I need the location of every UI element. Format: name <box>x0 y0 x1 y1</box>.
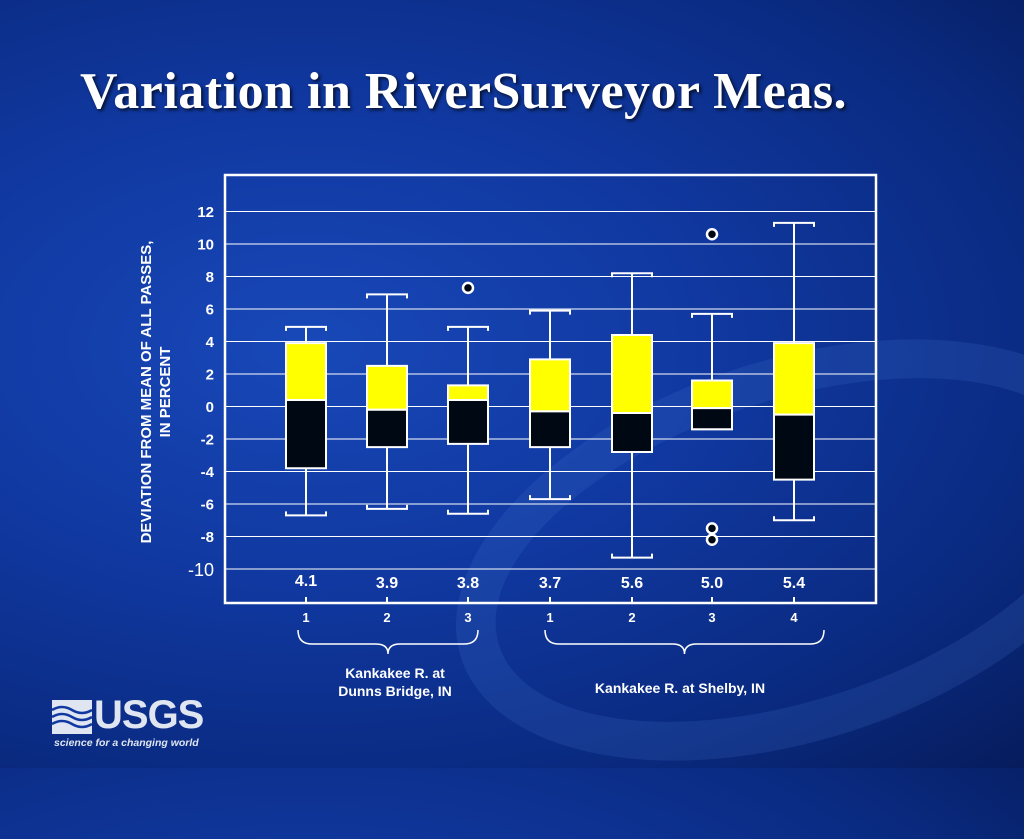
usgs-logo: USGS science for a changing world <box>52 693 204 753</box>
y-tick-label: 8 <box>206 269 214 286</box>
y-tick-label: 12 <box>197 204 214 221</box>
box-lower-half <box>611 412 653 453</box>
box-lower-half <box>529 410 571 449</box>
lower-whisker-cap <box>611 553 653 559</box>
upper-whisker-cap <box>529 309 571 315</box>
box-6: 5.0 <box>691 228 733 592</box>
upper-whisker-cap <box>366 293 408 299</box>
box-4: 3.7 <box>529 309 571 592</box>
y-tick-label: 4 <box>206 334 215 351</box>
outlier-point <box>705 522 719 535</box>
box-value-label: 3.8 <box>457 575 479 592</box>
outlier-point <box>705 533 719 546</box>
slide-title: Variation in RiverSurveyor Meas. <box>80 63 848 120</box>
x-tick-label: 1 <box>546 610 553 625</box>
x-tick-label: 4 <box>790 610 798 625</box>
outlier-point <box>705 228 719 241</box>
usgs-tagline: science for a changing world <box>54 737 199 749</box>
upper-whisker-cap <box>611 272 653 278</box>
group-label-shelby: Kankakee R. at Shelby, IN <box>594 680 766 696</box>
box-value-label: 5.0 <box>701 575 723 592</box>
y-axis-label: DEVIATION FROM MEAN OF ALL PASSES, IN PE… <box>138 240 174 544</box>
y-tick-label: 6 <box>206 302 214 319</box>
x-tick-label: 1 <box>302 610 309 625</box>
lower-whisker-cap <box>285 511 327 517</box>
x-tick-label: 3 <box>708 610 715 625</box>
outlier-point <box>461 281 475 295</box>
box-lower-half <box>285 399 327 470</box>
box-lower-half <box>691 407 733 431</box>
y-tick-label: 0 <box>206 399 214 416</box>
y-tick-label: -4 <box>201 464 215 481</box>
box-2: 3.9 <box>366 293 408 592</box>
box-1: 4.1 <box>285 325 327 590</box>
box-lower-half <box>366 408 408 449</box>
lower-whisker-cap <box>447 509 489 515</box>
box-upper-half <box>529 358 571 413</box>
box-lower-half <box>447 399 489 445</box>
box-value-label: 5.6 <box>621 575 643 592</box>
box-upper-half <box>691 379 733 410</box>
y-tick-label: 2 <box>206 367 214 384</box>
upper-whisker-cap <box>773 221 815 227</box>
box-7: 5.4 <box>773 221 815 592</box>
box-upper-half <box>285 342 327 401</box>
usgs-wave-icon <box>52 700 92 734</box>
y-tick-label: -8 <box>201 529 214 546</box>
box-upper-half <box>773 342 815 416</box>
box-upper-half <box>611 334 653 414</box>
box-upper-half <box>447 384 489 401</box>
upper-whisker-cap <box>285 325 327 331</box>
box-value-label: 5.4 <box>783 575 805 592</box>
box-5: 5.6 <box>611 272 653 592</box>
group-brace-shelby <box>544 629 825 655</box>
upper-whisker-cap <box>447 325 489 331</box>
x-tick-label: 2 <box>628 610 635 625</box>
y-tick-label: -6 <box>201 497 214 514</box>
box-value-label: 3.7 <box>539 575 561 592</box>
lower-whisker-cap <box>366 504 408 510</box>
usgs-logo-text: USGS <box>94 693 204 737</box>
group-brace-dunns-bridge <box>297 629 479 655</box>
box-upper-half <box>366 364 408 411</box>
upper-whisker-cap <box>691 312 733 318</box>
y-tick-label: -2 <box>201 432 214 449</box>
box-3: 3.8 <box>447 281 489 592</box>
lower-whisker-cap <box>529 495 571 501</box>
lower-whisker-cap <box>773 516 815 522</box>
x-tick-label: 2 <box>383 610 390 625</box>
x-tick-label: 3 <box>464 610 471 625</box>
group-label-dunns-bridge: Kankakee R. at Dunns Bridge, IN <box>338 665 452 699</box>
box-value-label: 3.9 <box>376 575 398 592</box>
y-tick-label: 10 <box>197 237 214 254</box>
box-lower-half <box>773 413 815 481</box>
y-tick-label: -10 <box>188 560 214 580</box>
box-value-label: 4.1 <box>295 573 317 590</box>
